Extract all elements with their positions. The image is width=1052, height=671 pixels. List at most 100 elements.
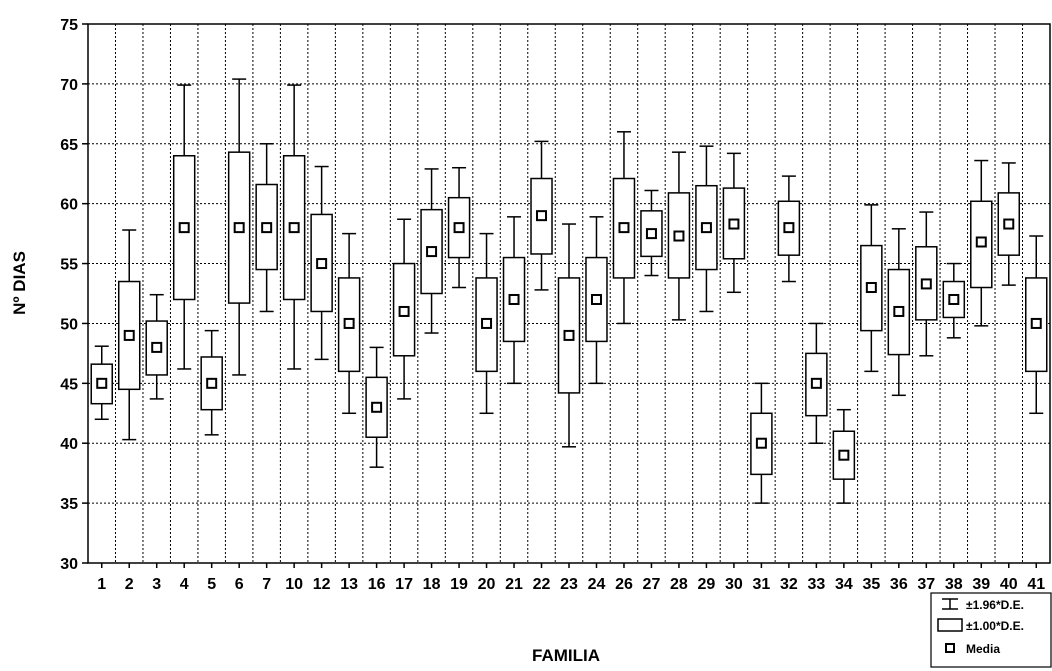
box-group xyxy=(557,223,581,448)
y-tick-label: 60 xyxy=(60,197,78,214)
x-tick-label: 35 xyxy=(862,576,880,593)
x-tick-label: 10 xyxy=(285,576,303,593)
mean-marker xyxy=(920,278,932,290)
x-tick-label: 31 xyxy=(753,576,771,593)
legend-label-ci: ±1.96*D.E. xyxy=(966,598,1024,612)
x-tick-label: 32 xyxy=(780,576,798,593)
y-axis-title: Nº DIAS xyxy=(10,251,29,315)
legend-box-icon xyxy=(937,618,963,632)
box-group xyxy=(392,218,416,400)
x-tick-label: 4 xyxy=(180,576,189,593)
box-group xyxy=(585,216,608,385)
x-tick-label: 26 xyxy=(615,576,633,593)
legend-mean-icon xyxy=(945,643,955,653)
x-tick-label: 41 xyxy=(1027,576,1045,593)
box-group xyxy=(750,382,773,504)
x-tick-label: 6 xyxy=(235,576,244,593)
x-tick-label: 37 xyxy=(917,576,935,593)
box-group xyxy=(447,166,471,289)
x-tick-label: 7 xyxy=(262,576,271,593)
y-tick-label: 55 xyxy=(60,257,78,274)
box-group xyxy=(502,216,526,385)
box-group xyxy=(640,189,663,277)
y-tick-label: 50 xyxy=(60,316,78,333)
box-group xyxy=(887,228,911,397)
x-tick-label: 3 xyxy=(152,576,161,593)
mean-marker xyxy=(178,222,190,234)
mean-marker xyxy=(261,222,273,234)
box-group xyxy=(942,262,966,339)
box-group xyxy=(365,346,388,468)
box-group xyxy=(695,145,718,313)
mean-marker xyxy=(838,449,850,461)
legend-label-sd: ±1.00*D.E. xyxy=(966,619,1024,633)
y-tick-label: 65 xyxy=(60,137,78,154)
x-tick-label: 12 xyxy=(313,576,331,593)
box-group xyxy=(970,159,993,327)
mean-marker xyxy=(783,222,795,234)
box-group xyxy=(612,131,636,325)
box-group xyxy=(997,162,1021,286)
mean-marker xyxy=(151,341,163,353)
box-group xyxy=(255,143,278,313)
box-group xyxy=(832,408,856,504)
x-tick-label: 36 xyxy=(890,576,908,593)
x-tick-label: 16 xyxy=(368,576,386,593)
mean-marker xyxy=(810,377,822,389)
x-tick-label: 5 xyxy=(207,576,216,593)
box-group xyxy=(860,204,883,373)
box-group xyxy=(310,165,333,361)
mean-marker xyxy=(865,282,877,294)
legend-label-mean: Media xyxy=(966,642,1000,656)
box-group xyxy=(282,84,306,370)
mean-marker xyxy=(316,258,328,270)
x-tick-label: 24 xyxy=(588,576,606,593)
box-group xyxy=(90,345,113,421)
box-group xyxy=(667,151,691,321)
x-tick-label: 38 xyxy=(945,576,963,593)
mean-marker xyxy=(618,222,630,234)
y-axis-ticks: 30 35 40 45 50 55 60 65 70 75 xyxy=(60,17,88,573)
box-group xyxy=(420,168,443,334)
x-tick-label: 19 xyxy=(450,576,468,593)
x-tick-label: 22 xyxy=(533,576,551,593)
box-group xyxy=(1025,235,1048,415)
box-group xyxy=(200,329,223,436)
mean-marker xyxy=(536,210,548,222)
mean-marker xyxy=(893,305,905,317)
boxes xyxy=(90,78,1048,504)
x-tick-label: 21 xyxy=(505,576,523,593)
mean-marker xyxy=(96,377,108,389)
box-group xyxy=(777,175,801,283)
x-tick-label: 23 xyxy=(560,576,578,593)
mean-marker xyxy=(673,230,685,242)
x-axis-ticks: 1 2 3 4 5 6 7 10 12 13 16 17 18 19 20 21 22 23 24 26 27 28 29 3… xyxy=(97,563,1045,593)
x-tick-label: 13 xyxy=(340,576,358,593)
mean-marker xyxy=(398,305,410,317)
legend-whisker-icon xyxy=(942,598,958,610)
x-tick-label: 34 xyxy=(835,576,853,593)
mean-marker xyxy=(123,329,135,341)
mean-marker xyxy=(1030,317,1042,329)
box-group xyxy=(915,211,938,357)
y-tick-label: 45 xyxy=(60,376,78,393)
mean-marker xyxy=(371,401,383,413)
x-tick-label: 30 xyxy=(725,576,743,593)
box-group xyxy=(172,84,196,370)
mean-marker xyxy=(645,228,657,240)
mean-marker xyxy=(233,222,245,234)
x-tick-label: 40 xyxy=(1000,576,1018,593)
mean-marker xyxy=(288,222,300,234)
box-group xyxy=(145,293,168,400)
mean-marker xyxy=(508,293,520,305)
box-group xyxy=(227,78,251,376)
mean-marker xyxy=(481,317,493,329)
mean-marker xyxy=(590,293,602,305)
mean-marker xyxy=(563,329,575,341)
plot-area-frame xyxy=(87,23,1051,564)
mean-marker xyxy=(975,236,987,248)
box-group xyxy=(530,140,553,291)
mean-marker xyxy=(728,218,740,230)
y-tick-label: 30 xyxy=(60,556,78,573)
